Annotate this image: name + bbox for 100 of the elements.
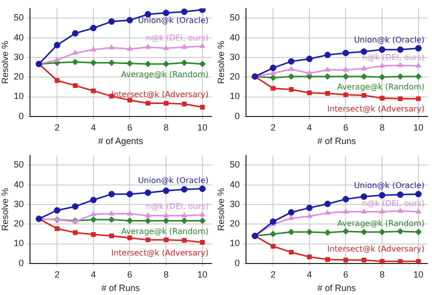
series-label: Union@k (Oracle) [354, 181, 424, 190]
series-label: Union@k (Oracle) [138, 16, 208, 25]
point [126, 218, 133, 224]
y-tick-label: 30 [14, 198, 24, 209]
point [306, 213, 312, 218]
point [398, 96, 403, 102]
point [163, 45, 169, 50]
point [199, 8, 206, 14]
point [324, 200, 331, 208]
point [200, 240, 205, 245]
series-label: Average@k (Random) [121, 70, 208, 79]
point [288, 87, 294, 92]
point [72, 50, 78, 55]
x-tick-label: 8 [164, 122, 169, 132]
point [306, 70, 312, 75]
x-tick-label: 4 [90, 122, 96, 132]
point [270, 64, 276, 72]
point [162, 10, 170, 16]
point [342, 73, 349, 80]
point [270, 74, 276, 81]
y-tick-label: 0 [234, 258, 240, 268]
point [146, 237, 150, 242]
y-tick-label: 30 [230, 52, 240, 62]
point [288, 250, 294, 255]
point [324, 73, 331, 80]
point [126, 16, 133, 24]
point [91, 88, 96, 94]
y-tick-label: 40 [230, 32, 240, 42]
point [342, 66, 349, 72]
y-tick-label: 20 [14, 218, 24, 229]
point [54, 56, 60, 62]
point [288, 214, 294, 220]
point [306, 228, 313, 236]
point [307, 254, 312, 260]
y-tick-label: 50 [14, 12, 24, 23]
point [361, 208, 367, 214]
x-tick-label: 8 [380, 269, 385, 280]
y-axis-title: Resolve % [216, 188, 226, 231]
series-label: Average@k (Random) [121, 226, 208, 236]
point [144, 218, 152, 224]
series-label: Intersect@k (Adversary) [327, 104, 424, 114]
point [415, 73, 422, 80]
point [90, 24, 97, 32]
point [180, 60, 188, 66]
point [108, 190, 115, 198]
point [163, 212, 169, 218]
point [396, 228, 404, 235]
point [90, 211, 96, 216]
point [91, 232, 96, 237]
y-tick-label: 0 [234, 110, 240, 121]
y-tick-label: 10 [230, 238, 240, 248]
y-tick-label: 20 [230, 218, 240, 229]
point [181, 212, 188, 218]
point [72, 83, 78, 88]
y-axis-title: Resolve % [0, 40, 10, 84]
point [325, 257, 330, 262]
x-tick-label: 10 [197, 122, 208, 132]
point [126, 210, 133, 216]
point [90, 46, 96, 52]
point [180, 186, 188, 193]
point [307, 90, 312, 96]
point [342, 50, 349, 56]
x-tick-label: 6 [127, 269, 132, 280]
x-tick-label: 4 [90, 269, 96, 280]
point [144, 189, 152, 196]
point [415, 228, 422, 236]
series-label: Average@k (Random) [337, 218, 424, 228]
point [72, 30, 78, 37]
point [288, 228, 294, 236]
point [72, 58, 78, 66]
y-tick-label: 10 [230, 91, 240, 102]
y-tick-label: 50 [230, 160, 240, 170]
point [342, 228, 349, 235]
point [342, 208, 349, 214]
y-tick-label: 0 [18, 110, 24, 121]
point [200, 212, 206, 217]
point [380, 96, 384, 101]
point [397, 62, 404, 68]
point [145, 44, 151, 49]
x-tick-label: 2 [270, 122, 276, 132]
point [199, 60, 206, 68]
point [360, 228, 368, 236]
x-tick-label: 8 [380, 122, 385, 132]
point [109, 234, 114, 238]
point [343, 258, 348, 262]
point [270, 86, 276, 91]
point [378, 192, 386, 199]
point [72, 230, 78, 235]
point [180, 8, 188, 15]
point [416, 208, 422, 214]
x-axis-title: # of Runs [317, 136, 356, 146]
point [396, 46, 404, 53]
point [396, 73, 404, 80]
point [200, 104, 205, 110]
point [126, 46, 133, 51]
y-tick-label: 10 [14, 91, 24, 102]
y-tick-label: 40 [230, 179, 240, 190]
point [288, 66, 294, 72]
x-tick-label: 2 [54, 269, 60, 280]
point [90, 196, 97, 204]
